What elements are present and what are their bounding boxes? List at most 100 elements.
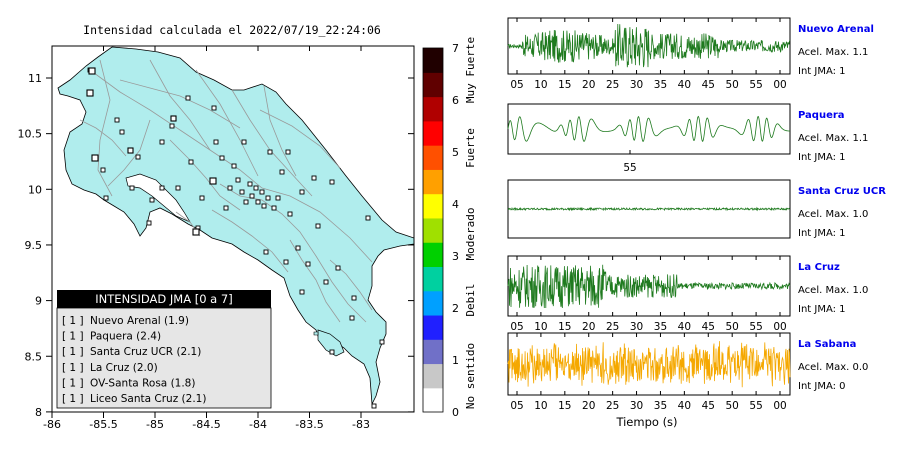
time-tick-label: 25 (606, 400, 619, 412)
time-tick-label: 55 (749, 321, 762, 333)
colorbar-frame (422, 47, 444, 413)
station-name: Paquera (798, 110, 845, 121)
time-tick-label: 25 (606, 321, 619, 333)
seismogram-4: La Sabana Acel. Max. 0.0 Int JMA: 0 05 10 15 2… (507, 332, 868, 412)
seismogram-1: Paquera Acel. Max. 1.1 Int JMA: 1 55 (507, 103, 868, 174)
colorbar-tick-label: 6 (452, 94, 459, 107)
legend-item-count: [ 1 ] (62, 315, 84, 327)
time-tick-label: 30 (630, 321, 643, 333)
map-x-tick-label: -85 (146, 418, 164, 431)
intensity-colorbar: 7 6 5 4 3 2 1 0 Muy Fuerte Fuerte Moderado Debil No… (422, 37, 477, 419)
seismogram-trace (507, 264, 791, 309)
seismogram-panels: Nuevo Arenal Acel. Max. 1.1 Int JMA: 1 05 10… (507, 17, 886, 412)
station-acel-max: Acel. Max. 0.0 (798, 362, 868, 373)
time-tick-label: 15 (558, 321, 571, 333)
station-name: Nuevo Arenal (798, 24, 874, 35)
time-tick-label: 50 (725, 79, 738, 91)
intensity-legend: INTENSIDAD JMA [0 a 7] [ 1 ] Nuevo Arenal… (56, 290, 272, 409)
time-tick-label: 40 (678, 321, 691, 333)
time-tick-label: 40 (678, 400, 691, 412)
colorbar-gradient (423, 48, 443, 413)
time-tick-label: 20 (582, 79, 595, 91)
colorbar-category-label: Fuerte (464, 128, 477, 168)
cano-island (313, 331, 319, 336)
time-tick-label: 00 (773, 321, 786, 333)
time-tick-label: 45 (702, 400, 715, 412)
time-tick-label: 25 (606, 79, 619, 91)
station-acel-max: Acel. Max. 1.1 (798, 47, 868, 58)
map-x-tick-label: -85.5 (89, 418, 117, 431)
colorbar-segment (423, 266, 443, 292)
legend-header: INTENSIDAD JMA [0 a 7] (95, 292, 232, 306)
map-y-tick-label: 10 (28, 183, 42, 196)
colorbar-segment (423, 363, 443, 389)
colorbar-ticks: 7 6 5 4 3 2 1 0 (452, 42, 459, 419)
time-tick-label: 00 (773, 79, 786, 91)
legend-item-count: [ 1 ] (62, 393, 84, 405)
colorbar-segment (423, 339, 443, 365)
map-y-tick-label: 9.5 (25, 239, 43, 252)
seismogram-frame (507, 103, 791, 155)
time-tick-label: 35 (654, 321, 667, 333)
seismogram-0: Nuevo Arenal Acel. Max. 1.1 Int JMA: 1 05 10… (507, 17, 874, 91)
colorbar-tick-label: 2 (452, 302, 459, 315)
time-tick-label: 45 (702, 321, 715, 333)
map-y-tick-label: 9 (35, 295, 42, 308)
seismogram-frame (507, 332, 791, 396)
station-int-jma: Int JMA: 1 (798, 304, 846, 315)
seismogram-3: La Cruz Acel. Max. 1.0 Int JMA: 1 05 10 15 20 2… (507, 255, 868, 333)
colorbar-tick-label: 7 (452, 42, 459, 55)
time-tick-label: 35 (654, 79, 667, 91)
colorbar-segment (423, 217, 443, 243)
costa-rica-land (57, 46, 415, 406)
legend-item-count: [ 1 ] (62, 362, 84, 374)
station-markers-large (86, 67, 217, 236)
colorbar-segment (423, 242, 443, 267)
colorbar-category-label: Muy Fuerte (464, 37, 477, 103)
station-acel-max: Acel. Max. 1.0 (798, 209, 868, 220)
station-int-jma: Int JMA: 1 (798, 66, 846, 77)
colorbar-tick-label: 3 (452, 250, 459, 263)
legend-item-label: Paquera (2.4) (90, 331, 161, 343)
legend-item-label: Nuevo Arenal (1.9) (90, 315, 189, 327)
seismo-xlabel: Tiempo (s) (615, 415, 677, 429)
time-tick-label: 55 (749, 79, 762, 91)
seismogram-trace (507, 115, 791, 142)
legend-item-count: [ 1 ] (62, 377, 84, 389)
colorbar-segment (423, 169, 443, 195)
colorbar-category-label: Debil (464, 283, 477, 316)
station-name: Santa Cruz UCR (798, 186, 886, 197)
map-x-tick-label: -84 (249, 418, 267, 431)
time-tick-label: 05 (510, 400, 523, 412)
time-tick-label: 10 (534, 400, 547, 412)
colorbar-segment (423, 72, 443, 98)
map-title: Intensidad calculada el 2022/07/19_22:24… (83, 23, 381, 37)
colorbar-segment (423, 96, 443, 122)
time-tick-label: 35 (654, 400, 667, 412)
map-x-tick-label: -83.5 (295, 418, 323, 431)
map-x-tick-label: -84.5 (192, 418, 220, 431)
paquera-tick-label: 55 (623, 162, 636, 174)
colorbar-category-label: Moderado (464, 208, 477, 261)
colorbar-segment (423, 387, 443, 413)
colorbar-tick-label: 5 (452, 146, 459, 159)
seismogram-trace (507, 341, 791, 388)
time-tick-label: 50 (725, 321, 738, 333)
time-tick-label: 45 (702, 79, 715, 91)
colorbar-segment (423, 290, 443, 316)
map-x-axis: -86 -85.5 -85 -84.5 -84 -83.5 -83 (43, 46, 370, 431)
map-y-tick-label: 8 (35, 406, 42, 419)
colorbar-categories: Muy Fuerte Fuerte Moderado Debil No sentido (464, 37, 477, 409)
map-y-tick-label: 11 (28, 72, 42, 85)
legend-header-bar (57, 290, 271, 308)
station-name: La Cruz (798, 262, 840, 273)
seismogram-trace (507, 23, 791, 68)
seismogram-trace (507, 206, 791, 212)
legend-item-count: [ 1 ] (62, 346, 84, 358)
map-panel: Intensidad calculada el 2022/07/19_22:24… (18, 23, 415, 431)
time-tick-label: 05 (510, 79, 523, 91)
legend-item-label: Santa Cruz UCR (2.1) (90, 346, 201, 358)
colorbar-category-label: No sentido (464, 343, 477, 409)
colorbar-segment (423, 145, 443, 170)
